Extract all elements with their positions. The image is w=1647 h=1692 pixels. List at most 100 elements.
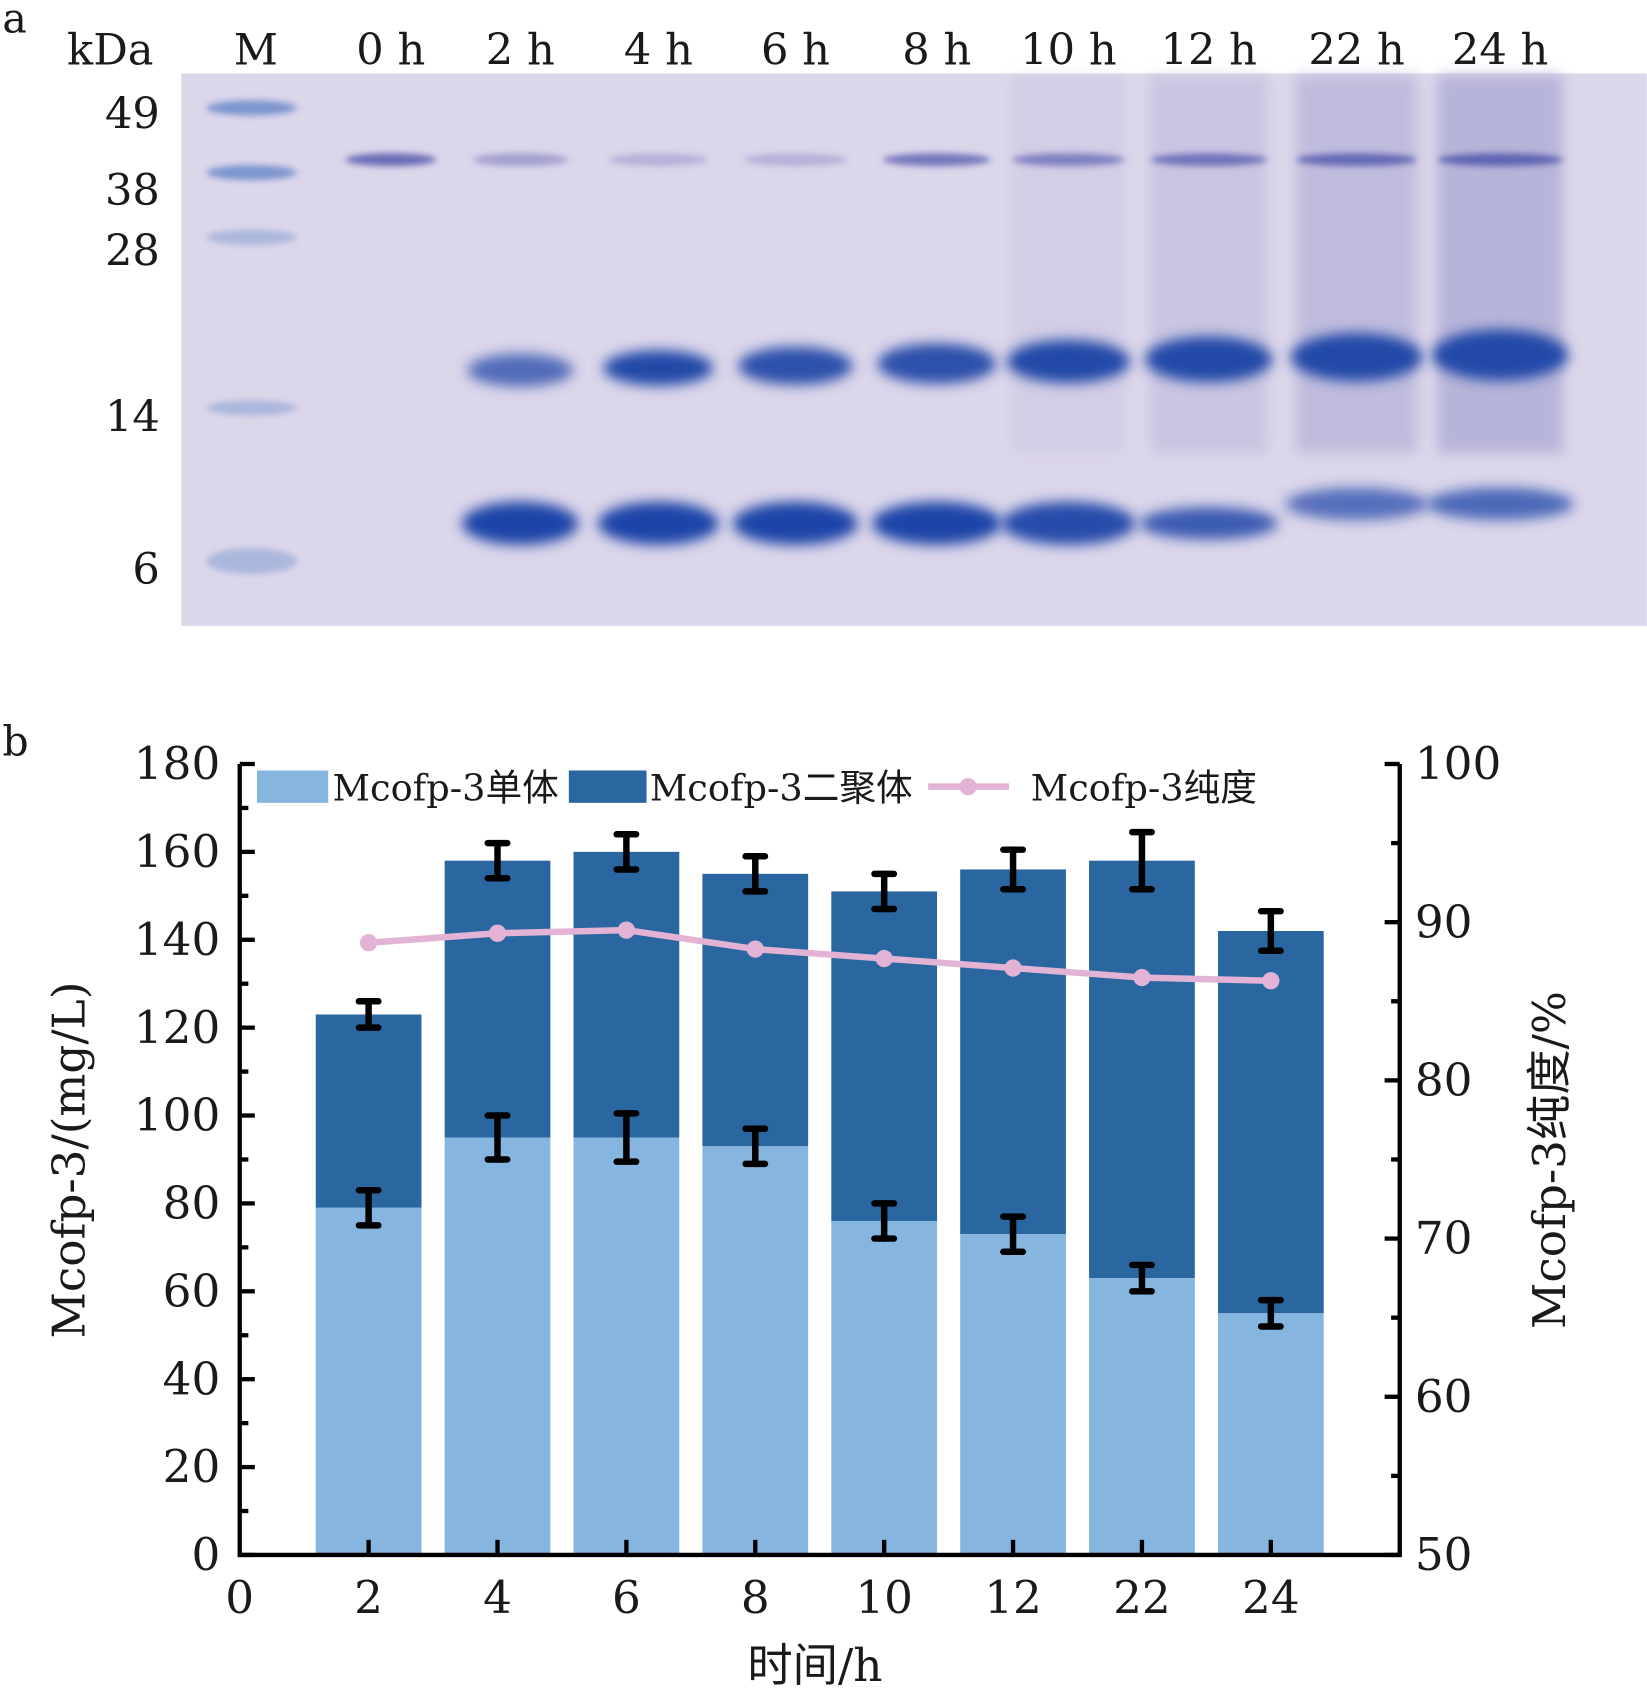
kda-label: kDa — [67, 26, 153, 76]
legend-swatch-dimer — [568, 770, 647, 803]
gel-band — [1150, 153, 1268, 167]
legend-marker — [959, 778, 977, 796]
error-bar — [742, 853, 769, 895]
error-bar — [1257, 1296, 1284, 1330]
bar-monomer — [1089, 1278, 1195, 1555]
gel-band — [467, 353, 574, 387]
error-bar — [355, 998, 382, 1031]
gel-band — [1290, 333, 1423, 382]
x-tick-label: 6 — [612, 1571, 641, 1624]
gel-smear — [1150, 75, 1268, 454]
purity-point — [746, 940, 764, 958]
gel-band — [603, 350, 714, 386]
gel-band — [1012, 153, 1125, 167]
gel-band — [1145, 336, 1273, 383]
marker-band — [206, 100, 297, 116]
error-bar — [484, 839, 511, 882]
lane-label: 2 h — [486, 26, 555, 76]
y-tick-label: 180 — [134, 737, 221, 790]
y-tick-label: 60 — [163, 1264, 221, 1317]
y-tick-label: 0 — [191, 1528, 220, 1581]
bar-dimer — [1217, 930, 1324, 1314]
gel-band — [1001, 501, 1136, 545]
gel-band — [1437, 153, 1563, 167]
marker-size-labels: 49 38 28 14 6 — [105, 89, 160, 594]
y-tick-label: 140 — [134, 913, 221, 966]
gel-band — [1139, 507, 1278, 540]
purity-point — [488, 924, 507, 942]
legend-label: Mcofp-3单体 — [333, 767, 559, 810]
bar-dimer — [960, 869, 1066, 1235]
bar-monomer — [1217, 1313, 1324, 1555]
gel-band — [882, 153, 991, 167]
error-bar — [613, 1110, 640, 1165]
bar-dimer — [702, 873, 809, 1147]
lane-labels: 0 h 2 h 4 h 6 h 8 h 10 h 12 h 22 h 24 h — [356, 26, 1548, 76]
gel-band — [1006, 339, 1130, 384]
marker-band — [206, 548, 297, 575]
lane-label: 22 h — [1308, 26, 1404, 76]
legend-swatch-monomer — [256, 770, 329, 803]
bar-monomer — [702, 1146, 809, 1555]
marker-size-label: 14 — [105, 393, 160, 443]
marker-size-label: 6 — [132, 545, 159, 595]
lane-label: 10 h — [1020, 26, 1116, 76]
gel-band — [738, 346, 853, 385]
error-bar — [742, 1125, 769, 1168]
lane-label: 8 h — [902, 26, 971, 76]
gel-band — [1432, 329, 1569, 381]
error-bar — [1000, 1213, 1027, 1255]
gel-band — [743, 153, 848, 167]
legend-label: Mcofp-3二聚体 — [650, 767, 913, 810]
x-tick-label: 10 — [855, 1571, 913, 1624]
gel-band — [1426, 487, 1574, 521]
y-right-tick-label: 60 — [1415, 1370, 1473, 1423]
gel-smear — [1012, 75, 1125, 454]
y-right-tick-label: 80 — [1415, 1053, 1473, 1106]
bar-monomer — [315, 1207, 422, 1555]
lane-label: 24 h — [1452, 26, 1548, 76]
gel-band — [877, 343, 997, 384]
y-right-axis-title: Mcofp-3纯度/% — [1523, 991, 1576, 1329]
y-right-tick-label: 50 — [1415, 1528, 1473, 1581]
y-right-tick-label: 70 — [1415, 1212, 1473, 1265]
purity-line — [368, 926, 1271, 984]
x-tick-label: 8 — [741, 1571, 770, 1624]
lane-label: 0 h — [356, 26, 425, 76]
gel-smear — [1296, 75, 1417, 454]
y-tick-label: 80 — [163, 1177, 221, 1230]
lane-label: 6 h — [761, 26, 830, 76]
y-tick-label: 40 — [163, 1352, 221, 1405]
error-bar — [1128, 1261, 1155, 1295]
bar-dimer — [831, 891, 938, 1221]
x-axis-title: 时间/h — [747, 1639, 882, 1692]
error-bar — [355, 1186, 382, 1229]
x-tick-label: 4 — [483, 1571, 512, 1624]
gel-band — [462, 501, 579, 545]
bar-monomer — [573, 1137, 680, 1555]
bar-dimer — [315, 1014, 422, 1208]
purity-point — [875, 949, 893, 968]
chart-plot: 2 4 6 8 10 12 22 240020406080100120140160180506… — [42, 737, 1576, 1692]
x-tick-label: 22 — [1113, 1571, 1171, 1624]
x-tick-label: 0 — [225, 1571, 254, 1624]
bar-dimer — [1089, 860, 1195, 1279]
gel-bands — [206, 75, 1574, 575]
x-tick-label: 2 — [354, 1571, 383, 1624]
gel-band — [597, 501, 719, 545]
x-tick-label: 12 — [984, 1571, 1042, 1624]
y-tick-label: 160 — [134, 825, 221, 878]
purity-point — [1262, 972, 1280, 990]
lane-label: 4 h — [624, 26, 693, 76]
gel-band — [732, 501, 859, 545]
gel-band — [1285, 487, 1428, 521]
legend: Mcofp-3单体 Mcofp-3二聚体 Mcofp-3纯度 — [256, 767, 1257, 810]
y-tick-label: 120 — [134, 1001, 221, 1054]
bar-monomer — [444, 1137, 551, 1555]
marker-size-label: 38 — [105, 166, 160, 216]
purity-point — [617, 921, 636, 939]
marker-band — [206, 229, 297, 245]
lane-label: 12 h — [1161, 26, 1257, 76]
gel-band — [872, 501, 1002, 545]
